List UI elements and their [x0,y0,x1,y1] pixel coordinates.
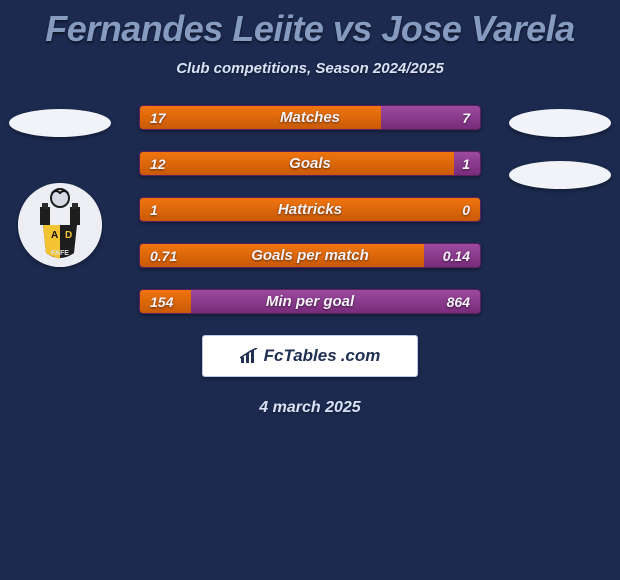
stat-label: Hattricks [140,198,480,221]
stat-bar: 10Hattricks [139,197,481,222]
stat-label: Goals per match [140,244,480,267]
chart-bars-icon [240,348,260,364]
club-ellipse-player2-a [509,109,611,137]
stat-label: Matches [140,106,480,129]
stat-label: Min per goal [140,290,480,313]
stat-bar: 154864Min per goal [139,289,481,314]
stat-bar: 0.710.14Goals per match [139,243,481,268]
svg-text:D: D [65,230,72,241]
svg-text:FAFE: FAFE [51,250,69,257]
stat-bar: 177Matches [139,105,481,130]
svg-text:A: A [51,230,58,241]
club-ellipse-player2-b [509,161,611,189]
comparison-stage: A D FAFE 177Matches 121Goals 10Hattricks 0.… [0,105,620,417]
stat-bar: 121Goals [139,151,481,176]
stat-bars: 177Matches 121Goals 10Hattricks 0.710.14Goa… [139,105,481,314]
snapshot-date: 4 march 2025 [0,399,620,417]
club-crest-player1: A D FAFE [18,183,102,267]
brand-suffix: .com [341,346,381,366]
stat-label: Goals [140,152,480,175]
club-ellipse-player1-a [9,109,111,137]
page-title: Fernandes Leiite vs Jose Varela [0,0,620,50]
brand-name: FcTables [264,346,337,366]
fctables-logo-box: FcTables.com [202,335,418,377]
page-subtitle: Club competitions, Season 2024/2025 [0,60,620,77]
